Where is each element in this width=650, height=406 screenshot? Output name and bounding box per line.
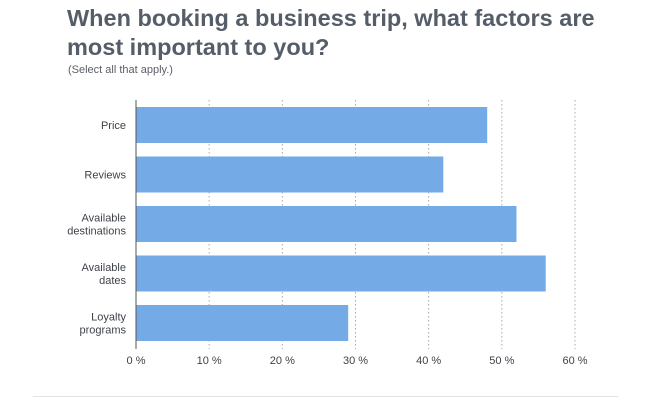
x-tick-label-10: 10 % (197, 355, 222, 367)
category-label-2: Available destinations (67, 213, 126, 238)
x-tick-label-50: 50 % (489, 355, 514, 367)
category-label-4: Loyalty programs (80, 312, 127, 337)
x-tick-label-20: 20 % (270, 355, 295, 367)
y-axis-category-labels: Price Reviews Available destinations Availab… (67, 120, 126, 337)
chart-title: When booking a business trip, what facto… (67, 5, 595, 60)
bar-4 (136, 305, 349, 341)
x-tick-label-40: 40 % (416, 355, 441, 367)
bars (136, 107, 546, 341)
x-tick-label-30: 30 % (343, 355, 368, 367)
bar-2 (136, 206, 517, 242)
bar-3 (136, 255, 546, 292)
x-axis-tick-labels: 0 % 10 % 20 % 30 % 40 % 50 % 60 % (127, 355, 588, 367)
bottom-divider (33, 396, 618, 397)
chart-subtitle: (Select all that apply.) (68, 64, 173, 76)
category-label-1: Reviews (84, 170, 126, 182)
bar-1 (136, 156, 444, 193)
bar-0 (136, 107, 488, 143)
x-tick-label-60: 60 % (562, 355, 587, 367)
category-label-3: Available dates (82, 262, 127, 287)
x-tick-label-0: 0 % (127, 355, 146, 367)
category-label-0: Price (101, 120, 126, 132)
